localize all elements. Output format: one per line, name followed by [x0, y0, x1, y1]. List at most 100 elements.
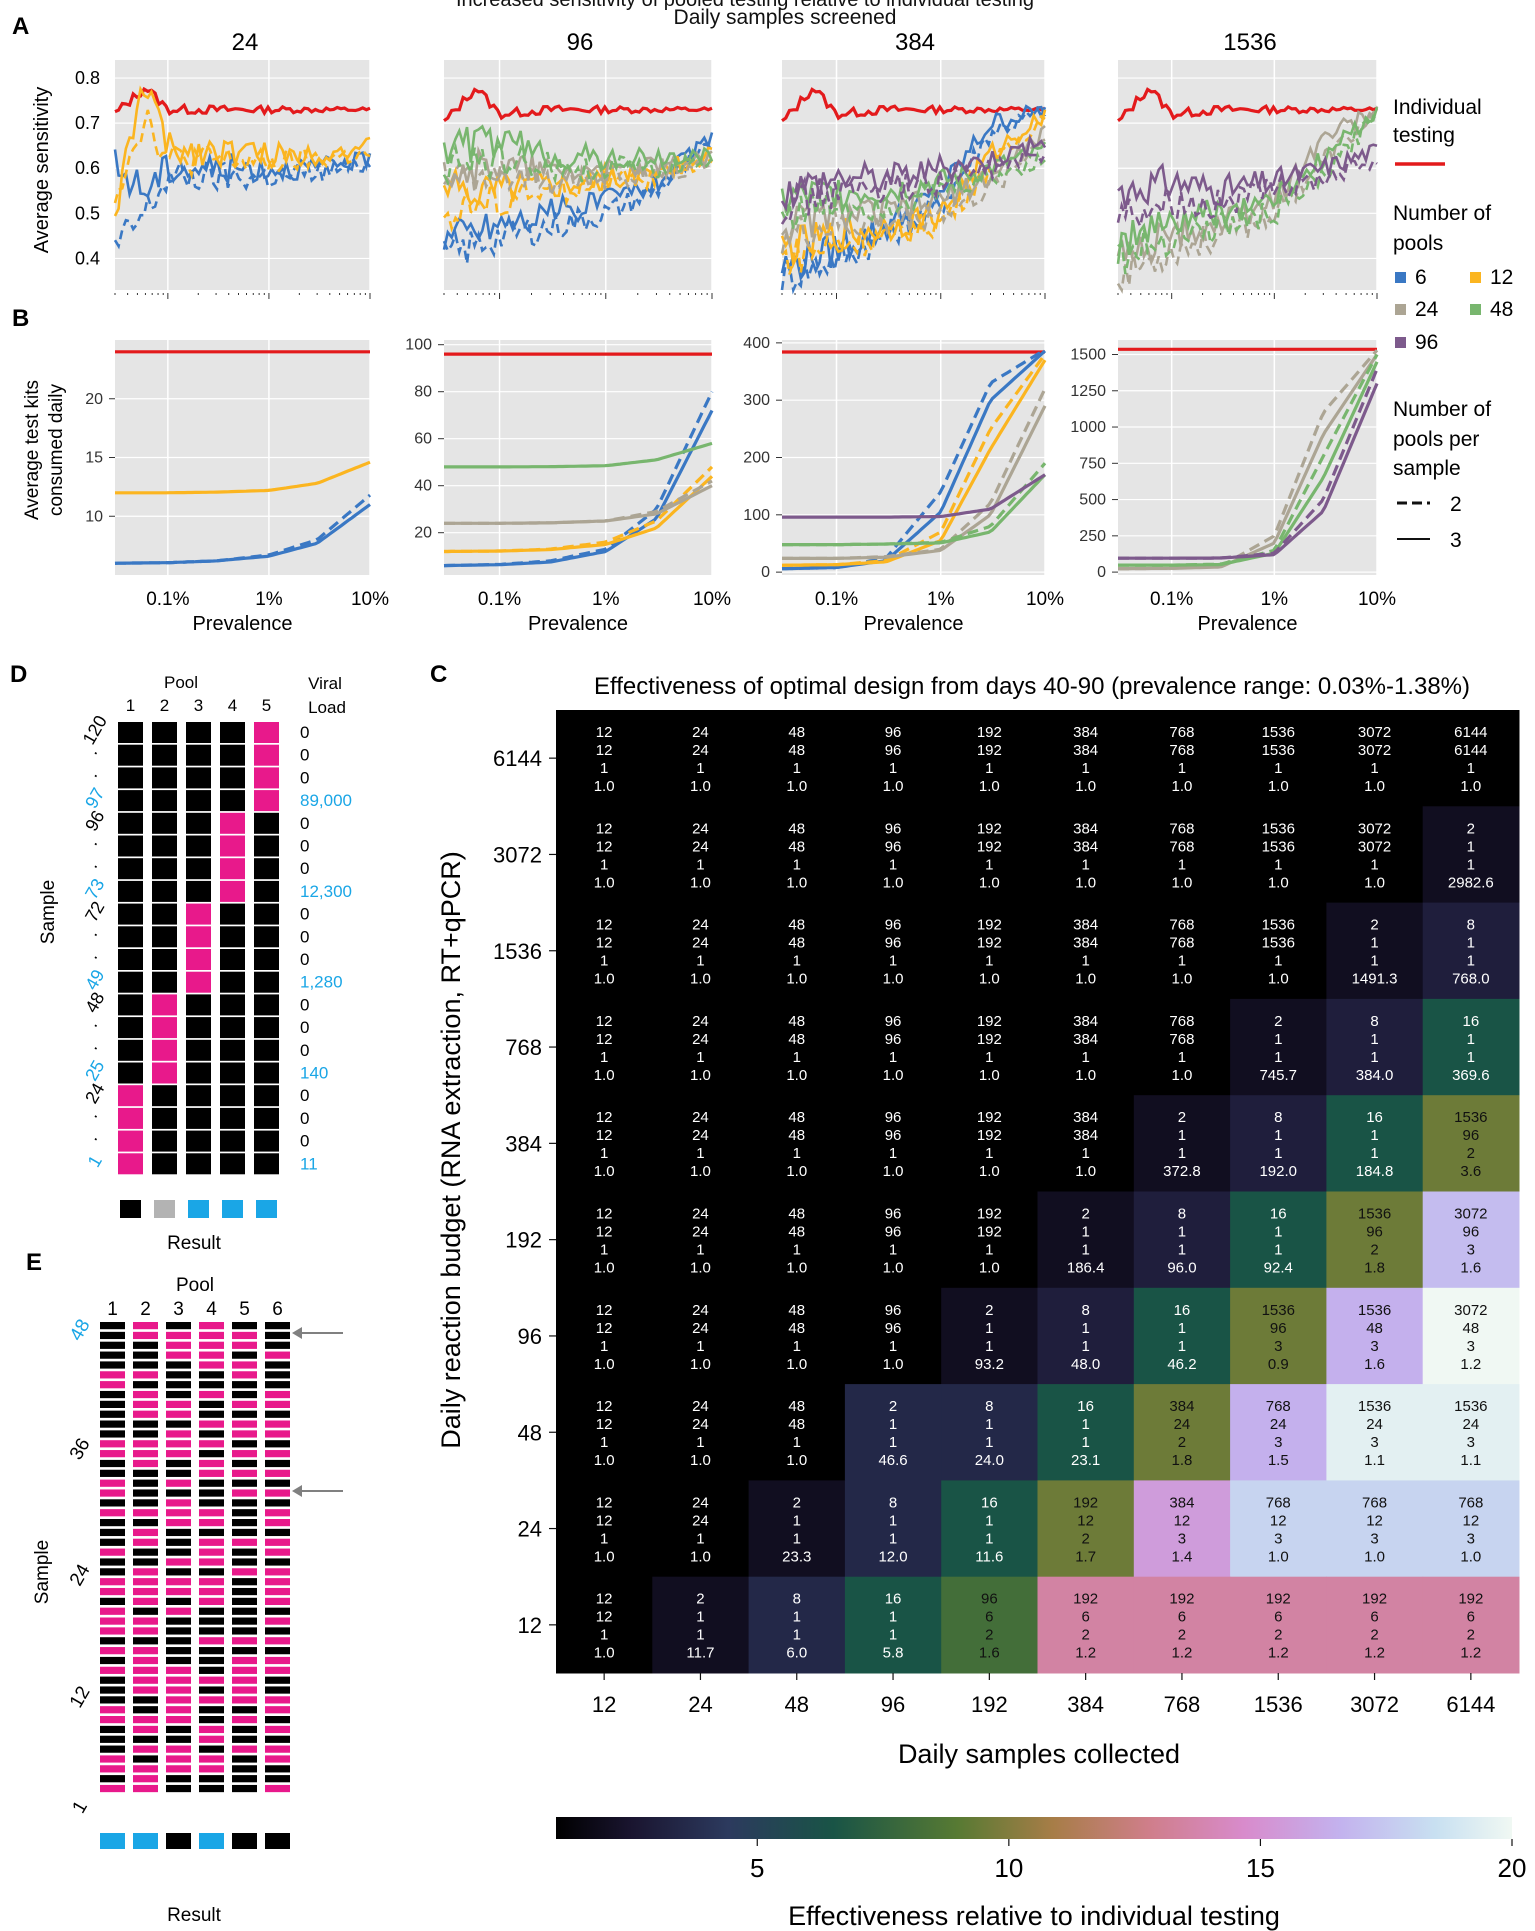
e-cell-40-3 — [166, 1716, 191, 1724]
e-cell-3-6 — [265, 1351, 290, 1359]
d-sample-axis-title: Sample — [38, 880, 59, 944]
heatmap-cell-9-9 — [1422, 1576, 1520, 1674]
d-viral-load-12: 0 — [300, 995, 309, 1014]
heatmap-cell-text-5-6-2: 1 — [1178, 1242, 1186, 1259]
d-cell-19-3 — [186, 1153, 211, 1175]
e-cell-26-5 — [232, 1578, 257, 1586]
e-cell-10-6 — [265, 1420, 290, 1428]
heatmap-cell-text-1-7-2: 1 — [1274, 856, 1282, 873]
b-y-tick-label-3-0: 0 — [1097, 564, 1106, 581]
heatmap-cell-text-3-8-3: 384.0 — [1356, 1067, 1394, 1084]
e-cell-14-2 — [133, 1459, 158, 1468]
panel-label-e: E — [26, 1249, 42, 1276]
heatmap-cell-text-7-5-3: 23.1 — [1071, 1452, 1100, 1469]
heatmap-cell-0-9 — [1422, 710, 1520, 807]
e-cell-19-3 — [166, 1509, 191, 1517]
heatmap-cell-text-2-6-0: 768 — [1169, 917, 1194, 934]
e-cell-34-2 — [133, 1656, 158, 1665]
heatmap-cell-text-4-0-2: 1 — [600, 1145, 608, 1162]
heatmap-cell-text-8-4-0: 16 — [981, 1494, 998, 1511]
b-y-axis-title-1: Average test kits — [22, 380, 43, 520]
heatmap-cell-text-8-6-3: 1.4 — [1172, 1548, 1193, 1565]
heatmap-cell-8-4 — [941, 1480, 1038, 1578]
heatmap-cell-text-0-2-0: 48 — [788, 724, 805, 741]
b-series-3-pools-96-pps-3 — [1118, 382, 1379, 560]
e-cell-9-1 — [100, 1410, 125, 1418]
d-viral-load-19: 11 — [300, 1154, 318, 1173]
heatmap-cell-text-7-2-2: 1 — [793, 1434, 801, 1451]
e-cell-43-5 — [232, 1745, 257, 1753]
e-cell-37-6 — [265, 1686, 290, 1694]
d-cell-7-1 — [118, 880, 143, 902]
heatmap-cell-text-5-7-0: 16 — [1270, 1206, 1287, 1223]
e-cell-36-2 — [133, 1676, 158, 1684]
e-cell-42-1 — [100, 1735, 125, 1743]
e-cell-26-2 — [133, 1578, 158, 1586]
heatmap-cell-text-3-4-2: 1 — [985, 1049, 993, 1066]
heatmap-cell-3-4 — [941, 998, 1038, 1096]
e-cell-3-2 — [133, 1351, 158, 1359]
heatmap-cell-text-7-4-3: 24.0 — [975, 1452, 1004, 1469]
heatmap-cell-text-9-5-2: 2 — [1081, 1627, 1089, 1644]
heatmap-cell-text-4-5-3: 1.0 — [1075, 1163, 1096, 1180]
e-cell-24-1 — [100, 1558, 125, 1566]
e-cell-39-2 — [133, 1706, 158, 1714]
e-cell-36-4 — [199, 1676, 224, 1684]
e-cell-4-4 — [199, 1361, 224, 1369]
e-cell-35-6 — [265, 1666, 290, 1674]
legend-pool-swatch-48 — [1470, 304, 1481, 315]
heatmap-cell-text-0-7-3: 1.0 — [1268, 778, 1289, 795]
heatmap-cell-text-7-0-3: 1.0 — [594, 1452, 615, 1469]
d-cell-14-3 — [186, 1039, 211, 1061]
d-cell-2-3 — [186, 767, 211, 789]
e-cell-34-4 — [199, 1656, 224, 1665]
heatmap-cell-text-1-2-3: 1.0 — [786, 874, 807, 891]
heatmap-cell-text-5-5-3: 186.4 — [1067, 1260, 1105, 1277]
d-sample-label-9: · — [85, 927, 105, 942]
d-viral-load-10: 0 — [300, 950, 309, 969]
a-y-tick-label-2: 0.6 — [75, 158, 100, 178]
heatmap-cell-1-3 — [844, 806, 942, 904]
heatmap-x-axis-title: Daily samples collected — [898, 1739, 1180, 1769]
heatmap-cell-text-3-1-3: 1.0 — [690, 1067, 711, 1084]
heatmap-cell-6-2 — [748, 1287, 846, 1385]
heatmap-cell-text-4-6-0: 2 — [1178, 1109, 1186, 1126]
heatmap-cell-0-5 — [1037, 710, 1135, 807]
d-cell-16-2 — [152, 1085, 177, 1107]
heatmap-cell-text-9-9-3: 1.2 — [1460, 1645, 1481, 1662]
d-viral-load-9: 0 — [300, 927, 309, 946]
heatmap-cell-text-2-3-0: 96 — [885, 917, 902, 934]
d-cell-11-1 — [118, 971, 143, 993]
e-cell-31-4 — [199, 1627, 224, 1635]
e-cell-46-1 — [100, 1775, 125, 1783]
e-cell-14-5 — [232, 1459, 257, 1468]
d-sample-label-19: 1 — [84, 1152, 106, 1171]
heatmap-cell-text-0-3-3: 1.0 — [883, 778, 904, 795]
d-cell-6-1 — [118, 858, 143, 880]
e-cell-29-2 — [133, 1607, 158, 1615]
d-sample-label-14: · — [85, 1040, 105, 1055]
e-cell-3-3 — [166, 1351, 191, 1359]
e-cell-40-1 — [100, 1716, 125, 1724]
e-cell-22-3 — [166, 1538, 191, 1546]
e-cell-6-5 — [232, 1381, 257, 1389]
heatmap-cell-text-7-8-0: 1536 — [1358, 1398, 1391, 1415]
e-cell-5-1 — [100, 1371, 125, 1379]
heatmap-cell-text-1-7-1: 1536 — [1262, 838, 1295, 855]
e-cell-22-5 — [232, 1538, 257, 1546]
heatmap-cell-text-9-6-2: 2 — [1178, 1627, 1186, 1644]
e-cell-31-3 — [166, 1627, 191, 1635]
d-cell-12-1 — [118, 994, 143, 1016]
legend-pool-swatch-12 — [1470, 272, 1481, 283]
heatmap-cell-text-6-2-2: 1 — [793, 1338, 801, 1355]
heatmap-cell-text-4-8-1: 1 — [1370, 1127, 1378, 1144]
heatmap-cell-text-7-0-2: 1 — [600, 1434, 608, 1451]
e-cell-23-2 — [133, 1548, 158, 1556]
e-cell-1-5 — [232, 1331, 257, 1340]
heatmap-cell-text-3-9-1: 1 — [1467, 1031, 1475, 1048]
heatmap-cell-text-7-4-2: 1 — [985, 1434, 993, 1451]
colorbar-tick-label-20: 20 — [1498, 1853, 1527, 1883]
a-y-tick-label-1: 0.5 — [75, 203, 100, 223]
e-cell-18-6 — [265, 1499, 290, 1507]
b-x-tick-label-2-2: 10% — [1026, 589, 1064, 610]
